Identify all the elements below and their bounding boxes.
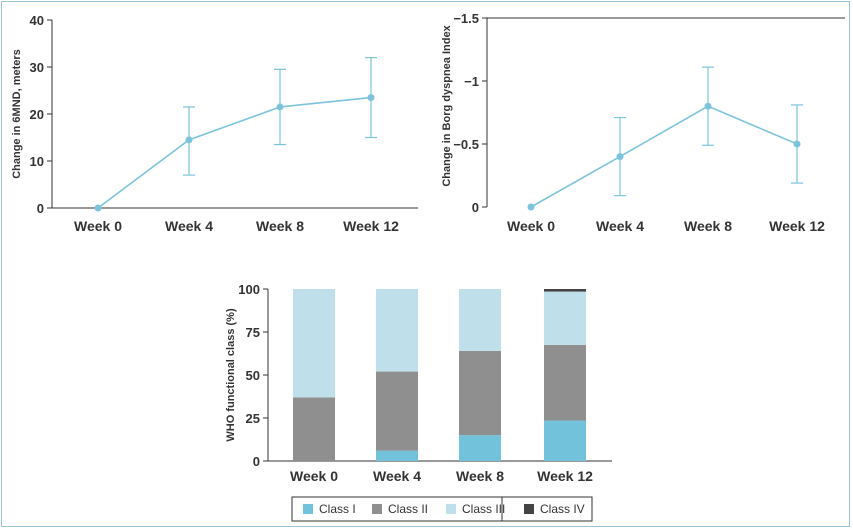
who-y-tick-label: 50 (246, 368, 260, 383)
sixmnd-y-tick-label: 10 (30, 154, 44, 169)
chart-borg: 0 −0.5 −1 −1.5 Week 0 Week 4 Week 8 Week 12 (453, 11, 845, 234)
legend-label-class-ii: Class II (388, 502, 428, 516)
borg-y-tick-label: −1 (464, 74, 479, 89)
who-bar-class-ii (544, 344, 586, 421)
legend-label-class-iv: Class IV (540, 502, 585, 516)
sixmnd-x-tick-label: Week 0 (74, 218, 122, 234)
who-x-tick-label: Week 4 (373, 468, 421, 484)
sixmnd-data-point (367, 94, 375, 102)
who-y-tick-label: 75 (246, 325, 260, 340)
who-bar-class-iv (544, 289, 586, 292)
who-bar-class-iii (293, 289, 335, 398)
y-axis-label-borg: Change in Borg dyspnea Index (441, 24, 453, 186)
sixmnd-x-tick-label: Week 12 (343, 218, 399, 234)
legend-box-classiv (501, 496, 593, 522)
who-y-tick-label: 0 (253, 454, 260, 469)
who-bar-class-ii (376, 371, 418, 451)
sixmnd-series-line (97, 96, 372, 209)
who-bar-class-i (459, 435, 501, 461)
who-y-tick-label: 25 (246, 411, 260, 426)
borg-y-tick-label: −0.5 (453, 137, 479, 152)
borg-y-tick-label: −1.5 (453, 11, 479, 26)
borg-data-point (793, 140, 801, 148)
who-bar-class-ii (293, 397, 335, 461)
sixmnd-x-tick-label: Week 8 (256, 218, 304, 234)
who-bar-class-ii (459, 350, 501, 436)
sixmnd-y-tick-label: 40 (30, 13, 44, 28)
legend-swatch-class-ii (372, 504, 382, 514)
borg-x-tick-label: Week 8 (684, 218, 732, 234)
y-axis-label-6mnd: Change in 6MND, meters (11, 49, 23, 179)
chart-6mnd: 0 10 20 30 40 Week 0 Week 4 Week 8 Week 12 (30, 13, 418, 234)
legend-swatch-class-iii (446, 504, 456, 514)
borg-x-tick-label: Week 4 (596, 218, 644, 234)
who-bar-class-iii (376, 289, 418, 372)
sixmnd-y-tick-label: 0 (37, 201, 44, 216)
who-bar-class-iii (544, 291, 586, 345)
who-x-tick-label: Week 12 (537, 468, 593, 484)
y-axis-label-who: WHO functional class (%) (225, 308, 237, 442)
sixmnd-x-tick-label: Week 4 (165, 218, 213, 234)
sixmnd-data-point (276, 103, 284, 111)
who-x-tick-label: Week 0 (290, 468, 338, 484)
who-bar-class-i (376, 450, 418, 461)
legend-box (291, 496, 505, 522)
who-bar-class-i (544, 420, 586, 461)
borg-data-point (704, 102, 712, 110)
sixmnd-data-point (185, 136, 193, 144)
sixmnd-y-tick-label: 20 (30, 107, 44, 122)
borg-data-point (616, 153, 624, 161)
legend: Class I Class II Class III Class IV (291, 496, 593, 522)
sixmnd-y-tick-label: 30 (30, 60, 44, 75)
who-y-tick-label: 100 (238, 282, 260, 297)
legend-label-class-i: Class I (319, 502, 356, 516)
borg-data-point (527, 203, 535, 211)
who-x-tick-label: Week 8 (456, 468, 504, 484)
sixmnd-data-point (94, 204, 102, 212)
legend-swatch-class-iv (524, 504, 534, 514)
legend-swatch-class-i (303, 504, 313, 514)
borg-x-tick-label: Week 12 (769, 218, 825, 234)
chart-who-class: 0 25 50 75 100 Week 0 Week 4 Week 8 Week 12 (238, 282, 612, 484)
borg-series-line (530, 105, 798, 208)
legend-label-class-iii: Class III (462, 502, 505, 516)
who-bar-class-iii (459, 289, 501, 351)
borg-x-tick-label: Week 0 (507, 218, 555, 234)
borg-y-tick-label: 0 (472, 200, 479, 215)
